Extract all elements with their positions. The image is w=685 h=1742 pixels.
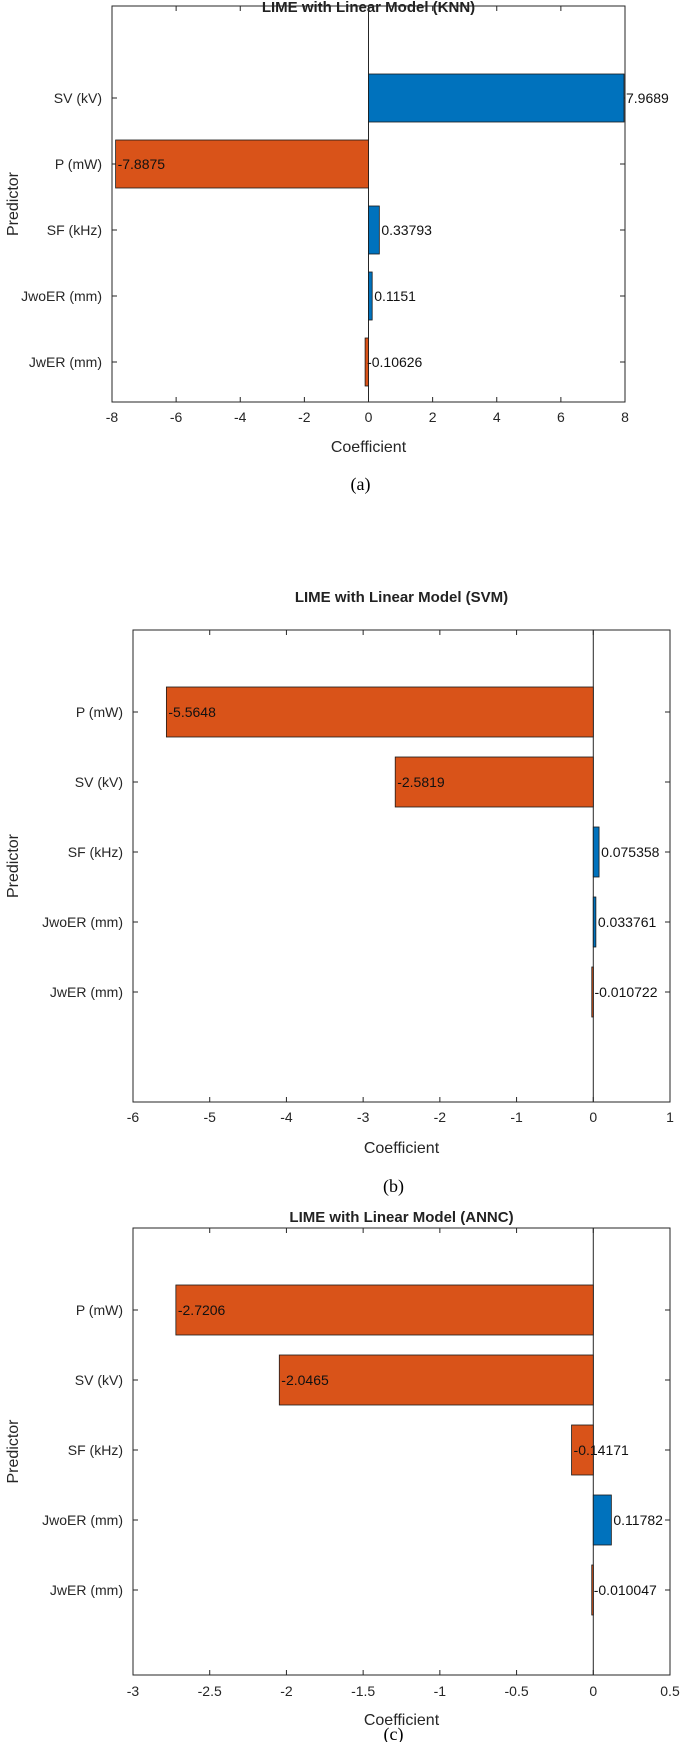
figure-caption: (a) bbox=[351, 474, 371, 495]
y-tick-label: JwER (mm) bbox=[50, 1582, 123, 1598]
y-axis-label: Predictor bbox=[5, 1419, 22, 1484]
bar-jwer-mm bbox=[591, 1564, 594, 1616]
x-tick-label: -2 bbox=[280, 1683, 293, 1699]
bar-jwoer-mm bbox=[368, 271, 373, 321]
bar-sf-khz bbox=[592, 826, 600, 878]
y-tick-label: SF (kHz) bbox=[68, 844, 123, 860]
data-label-jwoer-mm: 0.033761 bbox=[598, 914, 657, 930]
chart-panel-1: LIME with Linear Model (KNN)-8 -6 -4 -2 0 2 4 6… bbox=[5, 0, 669, 495]
y-tick-label: SF (kHz) bbox=[68, 1442, 123, 1458]
x-tick-label: -0.5 bbox=[505, 1683, 529, 1699]
bar-jwoer-mm bbox=[592, 1494, 612, 1546]
data-label-p-mw: -5.5648 bbox=[168, 704, 216, 720]
data-label-jwer-mm: -0.010722 bbox=[594, 984, 657, 1000]
data-label-jwoer-mm: 0.11782 bbox=[613, 1512, 663, 1528]
x-tick-label: 6 bbox=[557, 409, 565, 425]
bar-p-mw bbox=[175, 1284, 594, 1336]
y-tick-label: SV (kV) bbox=[54, 90, 102, 106]
x-tick-label: -1 bbox=[434, 1683, 447, 1699]
bar-sf-khz bbox=[368, 205, 380, 255]
bar-sf-khz bbox=[571, 1424, 594, 1476]
data-label-sv-kv: -2.5819 bbox=[397, 774, 445, 790]
bar-sv-kv bbox=[394, 756, 594, 808]
data-label-sv-kv: 7.9689 bbox=[626, 90, 669, 106]
bar-sv-kv bbox=[368, 73, 625, 123]
x-tick-label: 0 bbox=[589, 1683, 597, 1699]
data-label-jwoer-mm: 0.1151 bbox=[374, 288, 416, 304]
bar-jwer-mm bbox=[591, 966, 594, 1018]
x-tick-label: -4 bbox=[280, 1109, 293, 1125]
bar-jwoer-mm bbox=[592, 896, 597, 948]
y-tick-label: P (mW) bbox=[76, 704, 123, 720]
data-label-jwer-mm: -0.010047 bbox=[594, 1582, 657, 1598]
y-tick-label: JwER (mm) bbox=[29, 354, 102, 370]
x-tick-label: -1 bbox=[510, 1109, 523, 1125]
y-tick-label: JwoER (mm) bbox=[21, 288, 102, 304]
bar-jwer-mm bbox=[364, 337, 369, 387]
y-tick-label: JwER (mm) bbox=[50, 984, 123, 1000]
chart-panel-2: LIME with Linear Model (SVM) -6 -5 -4 -3 -2 -1… bbox=[5, 589, 674, 1197]
x-tick-label: 0.5 bbox=[660, 1683, 680, 1699]
x-tick-label: 2 bbox=[429, 409, 437, 425]
x-axis-label: Coefficient bbox=[331, 439, 407, 456]
data-label-sv-kv: -2.0465 bbox=[281, 1372, 329, 1388]
chart-title: LIME with Linear Model (ANNC) bbox=[289, 1209, 513, 1226]
y-axis-label: Predictor bbox=[5, 171, 22, 236]
x-tick-label: -2 bbox=[298, 409, 311, 425]
x-tick-label: -8 bbox=[106, 409, 119, 425]
data-label-sf-khz: 0.075358 bbox=[601, 844, 660, 860]
y-axis-label: Predictor bbox=[5, 833, 22, 898]
data-label-jwer-mm: -0.10626 bbox=[367, 354, 422, 370]
x-axis-label: Coefficient bbox=[364, 1140, 440, 1157]
x-tick-label: 4 bbox=[493, 409, 501, 425]
x-tick-label: -4 bbox=[234, 409, 247, 425]
x-tick-label: -1.5 bbox=[351, 1683, 375, 1699]
x-tick-label: -5 bbox=[203, 1109, 216, 1125]
bar-p-mw bbox=[115, 139, 369, 189]
x-tick-label: -3 bbox=[357, 1109, 370, 1125]
x-tick-label: -3 bbox=[127, 1683, 140, 1699]
figure-caption: (b) bbox=[383, 1176, 404, 1197]
figure-caption: (c) bbox=[384, 1724, 404, 1742]
data-label-sf-khz: -0.14171 bbox=[574, 1442, 629, 1458]
y-tick-label: JwoER (mm) bbox=[42, 914, 123, 930]
x-tick-label: 0 bbox=[365, 409, 373, 425]
x-tick-label: 1 bbox=[666, 1109, 674, 1125]
x-tick-label: -6 bbox=[170, 409, 183, 425]
data-label-sf-khz: 0.33793 bbox=[381, 222, 432, 238]
x-tick-label: -2.5 bbox=[198, 1683, 222, 1699]
chart-panel-3: LIME with Linear Model (ANNC) -3 -2.5 -2 -1.… bbox=[5, 1209, 680, 1742]
x-tick-label: 8 bbox=[621, 409, 629, 425]
bar-p-mw bbox=[165, 686, 594, 738]
x-tick-label: -6 bbox=[127, 1109, 140, 1125]
y-tick-label: P (mW) bbox=[55, 156, 102, 172]
chart-title: LIME with Linear Model (SVM) bbox=[295, 589, 508, 606]
y-tick-label: SF (kHz) bbox=[47, 222, 102, 238]
bar-sv-kv bbox=[278, 1354, 594, 1406]
x-axis-label: Coefficient bbox=[364, 1712, 440, 1729]
data-label-p-mw: -2.7206 bbox=[178, 1302, 226, 1318]
data-label-p-mw: -7.8875 bbox=[118, 156, 166, 172]
y-tick-label: JwoER (mm) bbox=[42, 1512, 123, 1528]
y-tick-label: P (mW) bbox=[76, 1302, 123, 1318]
x-tick-label: 0 bbox=[589, 1109, 597, 1125]
x-tick-label: -2 bbox=[434, 1109, 447, 1125]
y-tick-label: SV (kV) bbox=[75, 1372, 123, 1388]
y-tick-label: SV (kV) bbox=[75, 774, 123, 790]
